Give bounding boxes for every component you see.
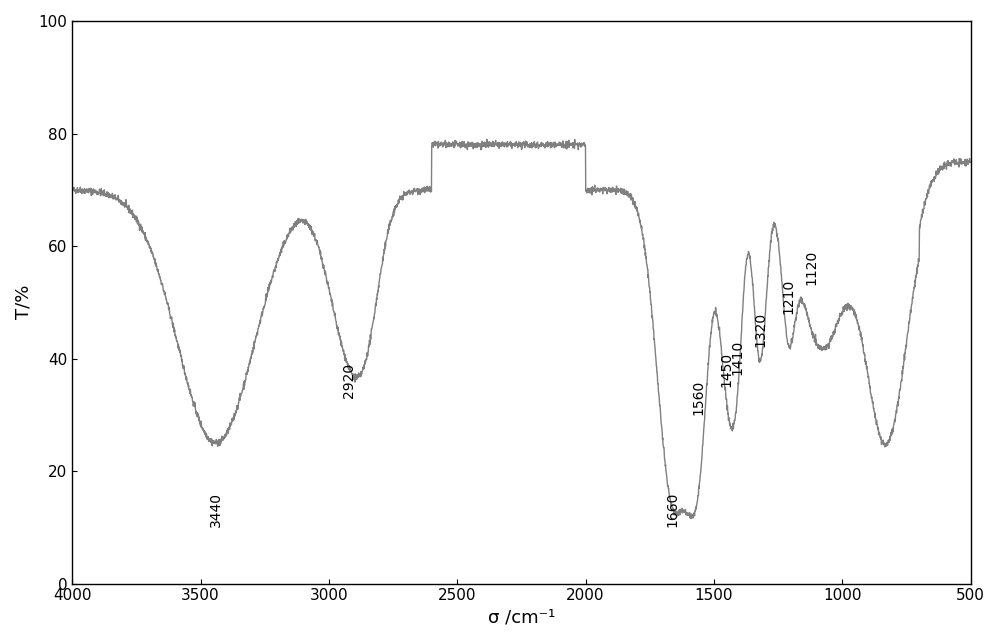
Text: 1410: 1410 (730, 340, 744, 376)
Text: 1320: 1320 (753, 312, 767, 347)
Text: 1450: 1450 (720, 352, 734, 386)
Text: 1210: 1210 (781, 278, 795, 313)
Text: 2920: 2920 (342, 363, 356, 398)
Y-axis label: T/%: T/% (15, 285, 33, 320)
Text: 3440: 3440 (209, 492, 223, 527)
Text: 1660: 1660 (666, 492, 680, 527)
Text: 1560: 1560 (692, 379, 706, 415)
Text: 1120: 1120 (804, 250, 818, 286)
X-axis label: σ /cm⁻¹: σ /cm⁻¹ (488, 609, 555, 627)
